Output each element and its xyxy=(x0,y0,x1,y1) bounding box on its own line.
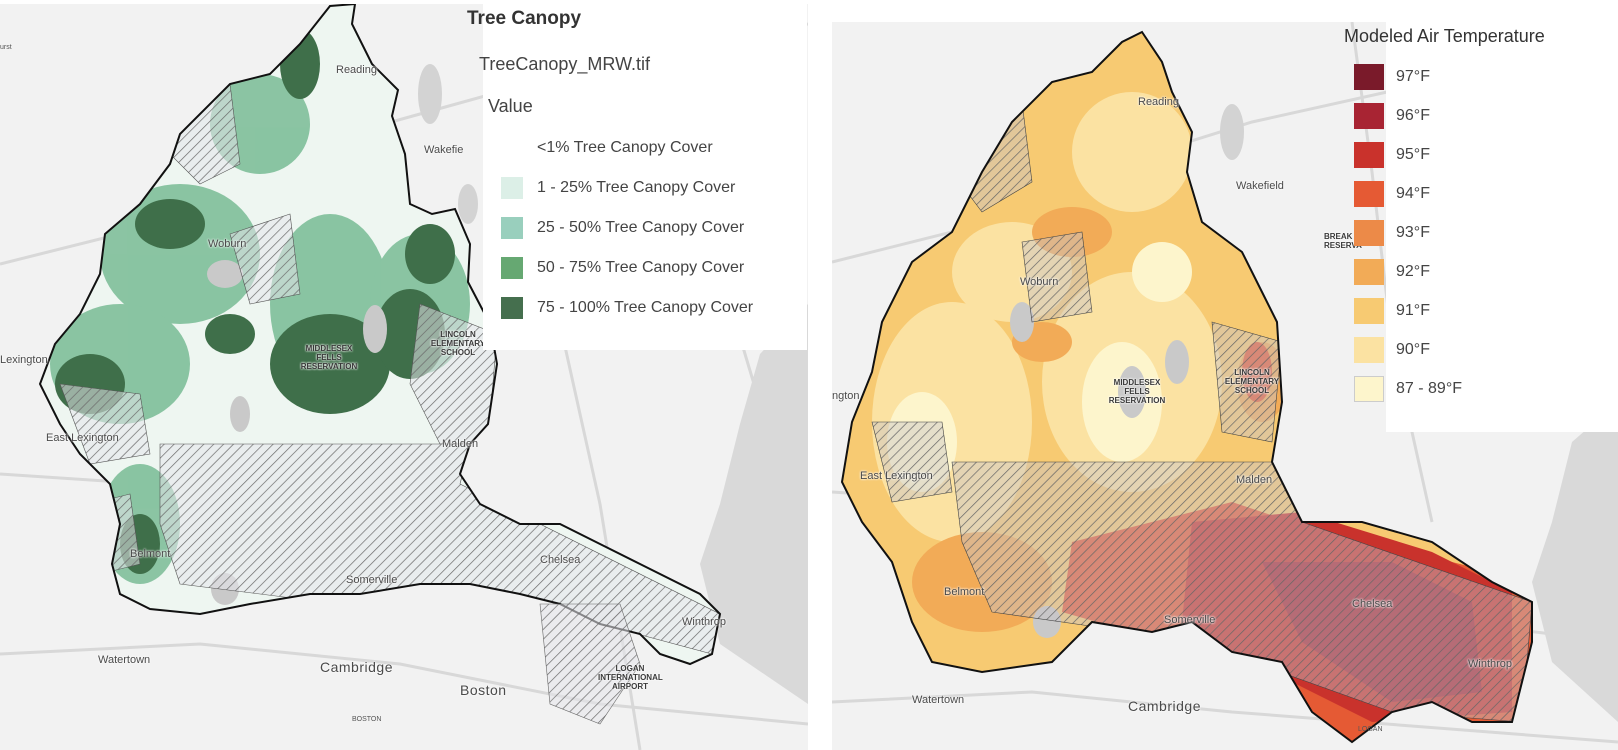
air-temperature-legend: Modeled Air Temperature 97°F 96°F 95°F 9… xyxy=(1344,22,1618,432)
legend-class-2: 1 - 25% Tree Canopy Cover xyxy=(501,177,735,199)
legend-class-94: 94°F xyxy=(1354,181,1430,207)
legend-swatch xyxy=(501,257,523,279)
label-somerville: Somerville xyxy=(346,574,398,586)
legend-label: <1% Tree Canopy Cover xyxy=(537,139,713,156)
legend-swatch xyxy=(1354,259,1384,285)
label-chelsea: Chelsea xyxy=(1352,598,1393,610)
legend-swatch xyxy=(501,137,523,159)
label-winthrop: Winthrop xyxy=(1468,658,1513,670)
label-malden: Malden xyxy=(1236,474,1273,486)
label-reading: Reading xyxy=(336,64,377,76)
legend-label: 50 - 75% Tree Canopy Cover xyxy=(537,259,745,276)
label-east-lexington: East Lexington xyxy=(46,432,119,444)
legend-swatch xyxy=(1354,181,1384,207)
label-belmont: Belmont xyxy=(944,586,985,598)
legend-label: 75 - 100% Tree Canopy Cover xyxy=(537,299,754,316)
label-winthrop: Winthrop xyxy=(682,616,727,628)
legend-class-90: 90°F xyxy=(1354,337,1430,363)
label-boston-road: BOSTON xyxy=(352,716,382,723)
legend-swatch xyxy=(1354,376,1384,402)
legend-label: 1 - 25% Tree Canopy Cover xyxy=(537,179,736,196)
label-lexington: ngton xyxy=(832,390,860,402)
legend-class-87-89: 87 - 89°F xyxy=(1354,376,1462,402)
label-boston: Boston xyxy=(460,682,507,698)
legend-class-95: 95°F xyxy=(1354,142,1430,168)
legend-class-4: 50 - 75% Tree Canopy Cover xyxy=(501,257,744,279)
legend-swatch xyxy=(501,297,523,319)
label-logan: LOGAN xyxy=(1358,726,1383,733)
legend-class-96: 96°F xyxy=(1354,103,1430,129)
label-east-lexington: East Lexington xyxy=(860,470,933,482)
legend-label: 93°F xyxy=(1396,224,1430,241)
label-middlesex-fells: MIDDLESEX FELLS RESERVATION xyxy=(300,344,358,371)
legend-title: Tree Canopy xyxy=(467,8,582,29)
label-wakefield: Wakefield xyxy=(1236,180,1284,192)
tree-canopy-legend: Tree Canopy TreeCanopy_MRW.tif Value <1%… xyxy=(467,4,807,350)
legend-label: 95°F xyxy=(1396,146,1430,163)
label-woburn: Woburn xyxy=(1020,276,1059,288)
legend-label: 92°F xyxy=(1396,263,1430,280)
legend-label: 90°F xyxy=(1396,341,1430,358)
legend-layer-name: TreeCanopy_MRW.tif xyxy=(479,54,651,74)
label-hurst: urst xyxy=(0,44,12,51)
legend-label: 97°F xyxy=(1396,68,1430,85)
legend-class-3: 25 - 50% Tree Canopy Cover xyxy=(501,217,744,239)
label-lexington: Lexington xyxy=(0,354,48,366)
legend-label: 25 - 50% Tree Canopy Cover xyxy=(537,219,745,236)
label-wakefield: Wakefie xyxy=(424,144,464,156)
label-woburn: Woburn xyxy=(208,238,247,250)
label-cambridge: Cambridge xyxy=(1128,698,1201,714)
legend-swatch xyxy=(1354,337,1384,363)
legend-swatch xyxy=(1354,64,1384,90)
legend-swatch xyxy=(1354,220,1384,246)
legend-label: 87 - 89°F xyxy=(1396,380,1462,397)
legend-class-97: 97°F xyxy=(1354,64,1430,90)
legend-swatch xyxy=(501,177,523,199)
legend-swatch xyxy=(1354,142,1384,168)
label-lincoln-school: LINCOLN ELEMENTARY SCHOOL xyxy=(1224,368,1280,395)
legend-class-1: <1% Tree Canopy Cover xyxy=(501,137,713,159)
legend-label: 96°F xyxy=(1396,107,1430,124)
legend-label: 91°F xyxy=(1396,302,1430,319)
label-lincoln-school: LINCOLN ELEMENTARY SCHOOL xyxy=(430,330,486,357)
legend-field-name: Value xyxy=(488,96,533,116)
label-cambridge: Cambridge xyxy=(320,659,393,675)
legend-title: Modeled Air Temperature xyxy=(1344,26,1545,46)
legend-class-91: 91°F xyxy=(1354,298,1430,324)
label-somerville: Somerville xyxy=(1164,614,1216,626)
label-breakheart: BREAK RESERVA xyxy=(1324,232,1362,250)
label-middlesex-fells: MIDDLESEX FELLS RESERVATION xyxy=(1108,378,1166,405)
legend-swatch xyxy=(1354,298,1384,324)
legend-swatch xyxy=(1354,103,1384,129)
label-malden: Malden xyxy=(442,438,479,450)
watershed-boundary xyxy=(840,30,1533,744)
label-belmont: Belmont xyxy=(130,548,171,560)
label-chelsea: Chelsea xyxy=(540,554,581,566)
legend-class-92: 92°F xyxy=(1354,259,1430,285)
legend-swatch xyxy=(501,217,523,239)
label-watertown: Watertown xyxy=(912,694,965,706)
label-reading: Reading xyxy=(1138,96,1179,108)
label-logan-airport: LOGAN INTERNATIONAL AIRPORT xyxy=(598,664,663,691)
legend-class-5: 75 - 100% Tree Canopy Cover xyxy=(501,297,753,319)
legend-class-93: 93°F xyxy=(1354,220,1430,246)
legend-label: 94°F xyxy=(1396,185,1430,202)
label-watertown: Watertown xyxy=(98,654,151,666)
